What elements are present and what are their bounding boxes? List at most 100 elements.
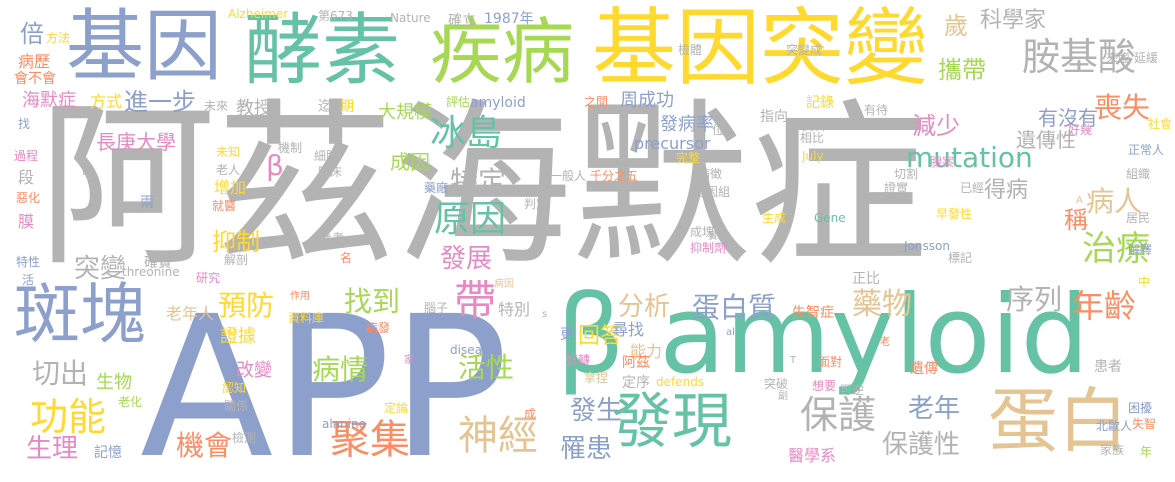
word-professor: 教授: [236, 98, 272, 119]
word-home: 家: [404, 355, 414, 366]
word-called: 稱: [1064, 206, 1088, 234]
word-seek: 尋找: [612, 320, 645, 339]
word-amino-acid: 胺基酸: [1022, 35, 1137, 79]
word-precursor: precursor: [634, 134, 711, 153]
word-adenine: 腺案: [930, 155, 955, 169]
word-cell: 細胞: [314, 149, 339, 163]
word-prevent: 預防: [218, 289, 275, 322]
word-compare: 相比: [800, 131, 825, 145]
word-position: 位: [712, 123, 725, 137]
word-increase: 增加: [214, 178, 247, 197]
word-reduce: 減少: [912, 112, 960, 140]
word-medicine: 醫學系: [788, 446, 837, 465]
word-tissue: 組織: [1126, 167, 1151, 181]
word-s: s: [542, 309, 548, 320]
word-conclusion: 定論: [384, 401, 409, 415]
word-protective: 保護性: [882, 430, 961, 460]
word-pending: 有待: [864, 103, 889, 117]
word-database: 資料庫: [288, 311, 325, 325]
word-carrier: 攜帶: [938, 56, 986, 84]
word-live: 活: [22, 273, 35, 287]
word-delay: 延緩: [1134, 51, 1159, 65]
word-large-scale: 大規模: [378, 102, 432, 123]
word-general-public: 一般人: [550, 169, 587, 183]
word-explain: 解釋: [1128, 243, 1153, 257]
word-aging: 老化: [118, 395, 143, 409]
word-zhou: 周成功: [620, 90, 674, 111]
word-suffer: 罹患: [560, 434, 613, 464]
word-sequencing: 定序: [622, 375, 650, 391]
word-carry: 帶: [454, 276, 497, 325]
word-arrive: 來臨: [1106, 51, 1131, 65]
word-physiology: 生理: [26, 434, 79, 464]
word-reversible: 可逆: [840, 383, 865, 397]
word-dementia-short: 失智: [1132, 417, 1157, 431]
word-middle: 中: [1138, 275, 1151, 289]
word-determine: 判定: [524, 197, 549, 211]
word-alzheimer-en: Alzheimer: [228, 7, 289, 21]
word-old-char: 老: [880, 337, 890, 348]
word-relation: 關係: [224, 399, 249, 413]
word-unknown: 未知: [216, 145, 241, 159]
word-membrane: 膜: [18, 212, 35, 231]
word-etiology: 成因: [390, 150, 430, 174]
word-aggregate: 聚集: [330, 417, 410, 463]
word-chance: 機會: [176, 429, 233, 462]
word-gene-en: Gene: [814, 211, 846, 225]
word-breakthrough: 突破: [764, 377, 789, 391]
word-trouble: 困擾: [1128, 401, 1153, 415]
word-proportional: 正比: [852, 271, 880, 287]
word-find: 找到: [344, 285, 401, 318]
word-two: 兩: [140, 195, 154, 211]
word-disease: 疾病: [430, 10, 575, 94]
word-cognition: 認知: [222, 381, 247, 395]
word-seek-medical: 就醫: [212, 199, 237, 213]
word-1987: 1987年: [484, 11, 534, 27]
word-inhibit: 抑制: [212, 228, 260, 256]
word-future: 未來: [204, 99, 229, 113]
word-function: 功能: [30, 395, 107, 439]
word-plaque: 斑塊: [14, 276, 146, 353]
word-protein: 蛋白: [988, 380, 1128, 462]
word-society: 社會: [1148, 117, 1173, 131]
word-detect: 檢測: [232, 431, 257, 445]
word-t: T: [790, 355, 797, 366]
word-year: 年: [1140, 445, 1153, 459]
word-alzheimers: 阿茲海默症: [38, 83, 928, 290]
word-memory: 記憶: [94, 445, 122, 461]
word-get-sick: 得病: [984, 178, 1029, 203]
word-brain: 腦子: [424, 301, 449, 315]
word-autopsy: 解剖: [224, 253, 249, 267]
word-mutated-into: 突變成: [786, 43, 823, 57]
word-say: 說: [82, 163, 95, 177]
word-a: A: [1076, 195, 1083, 206]
word-biology: 生物: [96, 372, 132, 393]
word-old-age: 老年: [908, 394, 961, 424]
word-develop: 發展: [440, 244, 493, 274]
word-indeed: 確實: [144, 255, 172, 271]
word-pathogen: 病因: [494, 279, 514, 290]
word-inhibitor: 抑制劑: [690, 241, 727, 255]
word-whether-will: 會不會: [14, 71, 56, 87]
word-chang-gung: 長庚大學: [96, 130, 176, 154]
word-673: 第673: [318, 9, 353, 23]
word-ability: 能力: [630, 342, 663, 361]
word-period: 期: [340, 99, 354, 115]
word-beta-amyloid: β amyloid: [556, 273, 1090, 398]
word-onset: 病發: [366, 321, 391, 335]
word-beta: β: [266, 149, 284, 182]
word-symptom: 病徵: [698, 167, 723, 181]
word-sequence: 序列: [1006, 283, 1063, 316]
word-iceland: 冰島: [430, 113, 503, 154]
word-protect: 保護: [800, 393, 877, 437]
word-face: 面對: [818, 355, 843, 369]
word-confirm: 證實: [884, 181, 909, 195]
word-mutate: 突變: [74, 254, 127, 284]
word-loss: 喪失: [1094, 91, 1151, 124]
word-specific: 特定: [450, 165, 507, 198]
word-years-old: 歲: [944, 12, 968, 40]
word-alanine: alanine: [322, 417, 366, 431]
word-occur: 發生: [570, 396, 623, 426]
word-nordic: 北歐人: [1096, 419, 1133, 433]
